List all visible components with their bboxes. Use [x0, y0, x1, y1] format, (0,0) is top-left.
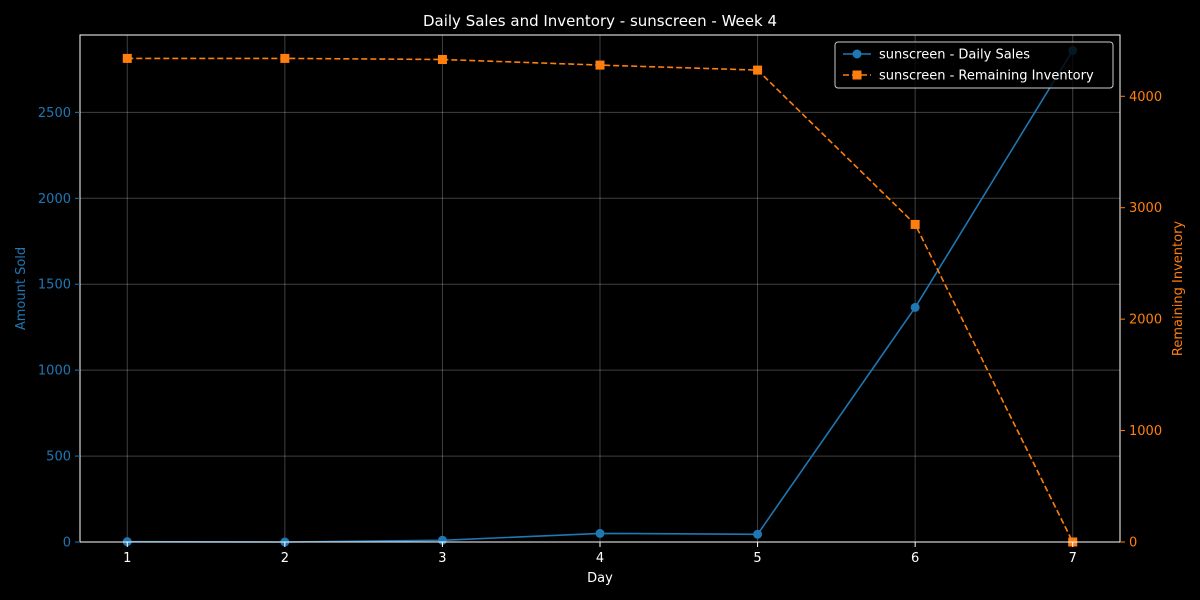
chart-title: Daily Sales and Inventory - sunscreen - … — [423, 12, 777, 30]
legend-marker-remaining-inventory — [852, 70, 862, 80]
legend-marker-daily-sales — [852, 49, 862, 59]
legend-label-remaining-inventory: sunscreen - Remaining Inventory — [879, 69, 1094, 84]
remaining-inventory-point — [753, 65, 763, 75]
y-tick-label: 500 — [46, 450, 71, 465]
remaining-inventory-point — [437, 55, 447, 65]
ticks-layer: 1 2 3 4 5 6 7 0 500 1000 1500 2000 2500 0 1000 2000 3000… — [38, 90, 1162, 566]
x-tick-label: 1 — [123, 551, 131, 566]
daily-sales-point — [910, 302, 920, 312]
x-tick-label: 2 — [281, 551, 289, 566]
y2-tick-label: 0 — [1129, 536, 1137, 551]
x-tick-label: 4 — [596, 551, 604, 566]
remaining-inventory-point — [280, 53, 290, 63]
y-tick-label: 1500 — [38, 278, 71, 293]
legend-label-daily-sales: sunscreen - Daily Sales — [879, 48, 1030, 63]
y-tick-label: 1000 — [38, 364, 71, 379]
y-tick-label: 2500 — [38, 106, 71, 121]
x-tick-label: 3 — [438, 551, 446, 566]
y-tick-label: 2000 — [38, 192, 71, 207]
x-tick-label: 7 — [1069, 551, 1077, 566]
y2-tick-label: 3000 — [1129, 201, 1162, 216]
legend: sunscreen - Daily Sales sunscreen - Rema… — [834, 41, 1114, 89]
remaining-inventory-point — [595, 60, 605, 70]
x-tick-label: 6 — [911, 551, 919, 566]
remaining-inventory-point — [122, 53, 132, 63]
remaining-inventory-point — [910, 219, 920, 229]
legend-box — [834, 41, 1114, 89]
y2-tick-label: 2000 — [1129, 313, 1162, 328]
x-axis-title: Day — [587, 571, 613, 586]
y-axis-title: Amount Sold — [14, 247, 29, 330]
y-tick-label: 0 — [63, 536, 71, 551]
y2-axis-title: Remaining Inventory — [1171, 221, 1186, 357]
daily-sales-point — [595, 528, 605, 538]
y2-tick-label: 1000 — [1129, 424, 1162, 439]
y2-tick-label: 4000 — [1129, 90, 1162, 105]
daily-sales-point — [753, 529, 763, 539]
x-tick-label: 5 — [753, 551, 761, 566]
daily-sales-point — [437, 535, 447, 545]
